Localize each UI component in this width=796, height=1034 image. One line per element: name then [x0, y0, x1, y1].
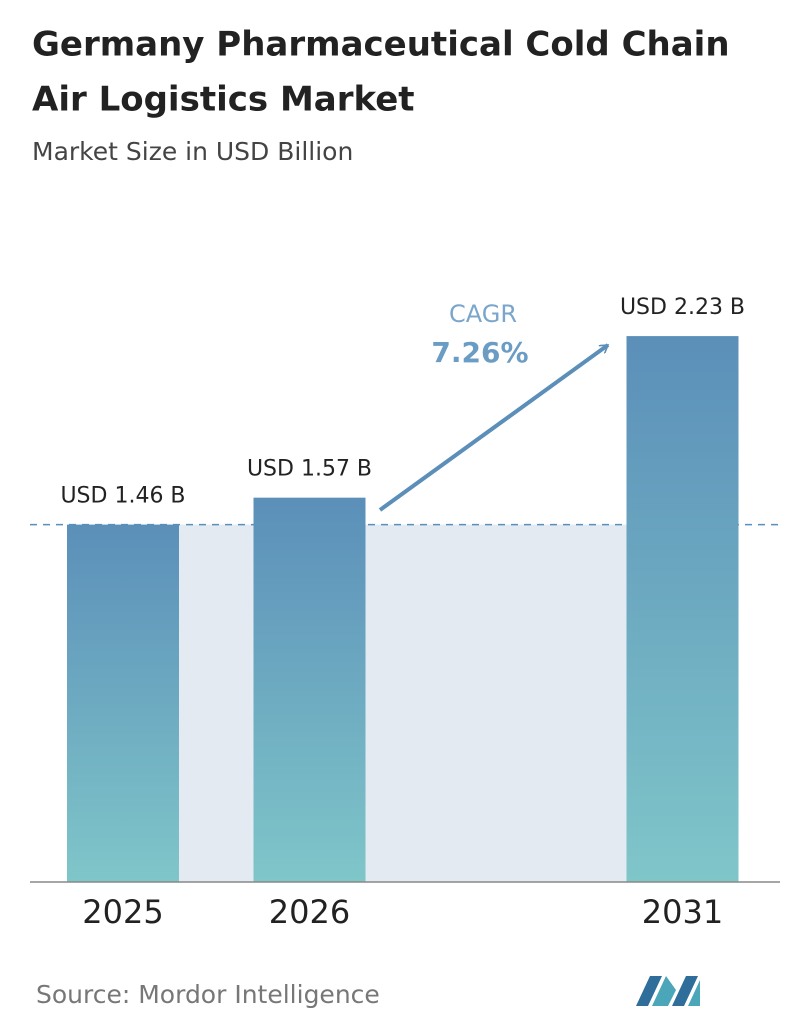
chart-title: Germany Pharmaceutical Cold Chain [32, 25, 730, 65]
chart-title: Air Logistics Market [32, 80, 415, 120]
chart-subtitle: Market Size in USD Billion [32, 137, 353, 166]
cagr-label: CAGR [449, 300, 517, 328]
value-label: USD 1.57 B [247, 457, 372, 482]
logo [636, 976, 700, 1006]
bar [253, 497, 366, 882]
bar [626, 336, 739, 882]
x-tick-label: 2026 [269, 893, 350, 931]
cagr-value: 7.26% [431, 336, 528, 369]
bar [67, 524, 179, 882]
value-label: USD 2.23 B [620, 295, 745, 320]
value-label: USD 1.46 B [60, 484, 185, 509]
plot-area: 2025 USD 1.46 B 2026 USD 1.57 B 2031 USD 2.23… [30, 295, 780, 931]
cagr-arrow [378, 343, 608, 512]
reference-band [123, 524, 683, 882]
source: Source: Mordor Intelligence [36, 980, 380, 1009]
x-tick-label: 2025 [82, 893, 163, 931]
x-tick-label: 2031 [642, 893, 723, 931]
